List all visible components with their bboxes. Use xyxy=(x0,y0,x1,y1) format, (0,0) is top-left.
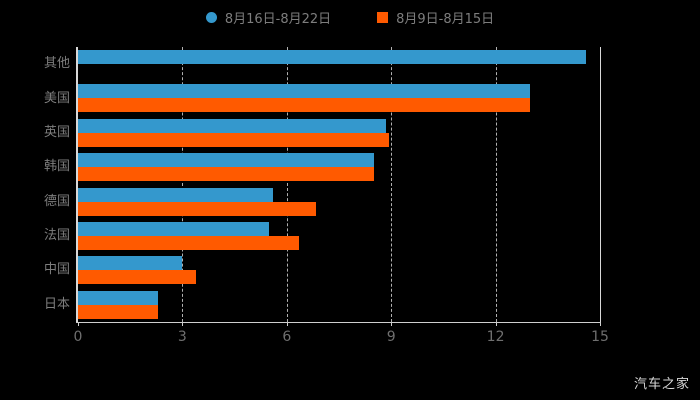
legend-item-series-0[interactable]: 8月16日-8月22日 xyxy=(205,6,332,28)
bar-法国-series-0[interactable] xyxy=(78,221,270,236)
gridline-15 xyxy=(600,47,602,322)
x-tick-label: 6 xyxy=(282,329,292,345)
category-axis-labels: 其他美国英国韩国德国法国中国日本 xyxy=(0,47,70,322)
y-axis-line xyxy=(76,47,78,322)
x-tick-label: 9 xyxy=(386,329,396,345)
gridline-6 xyxy=(286,47,289,322)
category-label-0: 其他 xyxy=(43,56,70,72)
bar-美国-series-1[interactable] xyxy=(78,98,531,113)
x-axis-line xyxy=(76,322,600,323)
x-tick-label: 12 xyxy=(486,329,505,345)
tick-mark-9 xyxy=(391,322,393,326)
watermark: 汽车之家 xyxy=(633,377,690,392)
bar-韩国-series-0[interactable] xyxy=(78,153,374,168)
gridline-9 xyxy=(391,47,393,322)
legend-label-series-1: 8月9日-8月15日 xyxy=(396,11,495,27)
tick-mark-15 xyxy=(600,322,601,326)
bar-日本-series-1[interactable] xyxy=(78,304,159,319)
bar-日本-series-0[interactable] xyxy=(78,290,159,305)
bar-row xyxy=(78,253,600,287)
square-marker-icon xyxy=(377,11,389,23)
chart-legend: 8月16日-8月22日 8月9日-8月15日 xyxy=(0,6,700,28)
bar-德国-series-1[interactable] xyxy=(78,201,317,216)
bar-德国-series-0[interactable] xyxy=(78,187,273,202)
plot-area xyxy=(76,47,602,326)
bar-row xyxy=(78,219,600,253)
bar-row xyxy=(78,81,600,115)
bar-row xyxy=(78,116,600,150)
bar-row xyxy=(78,288,600,322)
bar-美国-series-0[interactable] xyxy=(78,84,531,99)
x-tick-label: 3 xyxy=(177,329,187,345)
category-label-5: 法国 xyxy=(43,228,70,244)
bar-row xyxy=(78,150,600,184)
bar-row xyxy=(78,185,600,219)
gridline-12 xyxy=(495,47,498,322)
category-label-3: 韩国 xyxy=(43,159,70,175)
gridline-3 xyxy=(182,47,184,322)
tick-mark-3 xyxy=(182,322,184,326)
bar-法国-series-1[interactable] xyxy=(78,235,299,250)
legend-label-series-0: 8月16日-8月22日 xyxy=(224,11,332,27)
bar-英国-series-0[interactable] xyxy=(78,118,386,133)
category-label-7: 日本 xyxy=(43,296,70,312)
bar-中国-series-1[interactable] xyxy=(78,270,197,285)
bar-中国-series-0[interactable] xyxy=(78,256,183,271)
circle-marker-icon xyxy=(205,11,217,23)
bar-韩国-series-1[interactable] xyxy=(78,167,374,182)
bar-英国-series-1[interactable] xyxy=(78,132,390,147)
legend-item-series-1[interactable]: 8月9日-8月15日 xyxy=(377,6,494,28)
x-axis-tick-labels: 0 3 6 9 12 15 xyxy=(74,329,609,349)
bar-row xyxy=(78,47,600,81)
category-label-2: 英国 xyxy=(43,124,70,140)
tick-mark-0 xyxy=(78,322,79,326)
category-label-4: 德国 xyxy=(43,193,70,209)
category-label-1: 美国 xyxy=(43,90,70,106)
category-label-6: 中国 xyxy=(43,262,70,278)
tick-mark-12 xyxy=(495,322,497,326)
bar-rows xyxy=(78,47,600,322)
tick-mark-6 xyxy=(286,322,288,326)
bar-其他-series-0[interactable] xyxy=(78,50,587,64)
x-tick-label: 15 xyxy=(591,329,609,345)
x-tick-label: 0 xyxy=(73,329,83,345)
